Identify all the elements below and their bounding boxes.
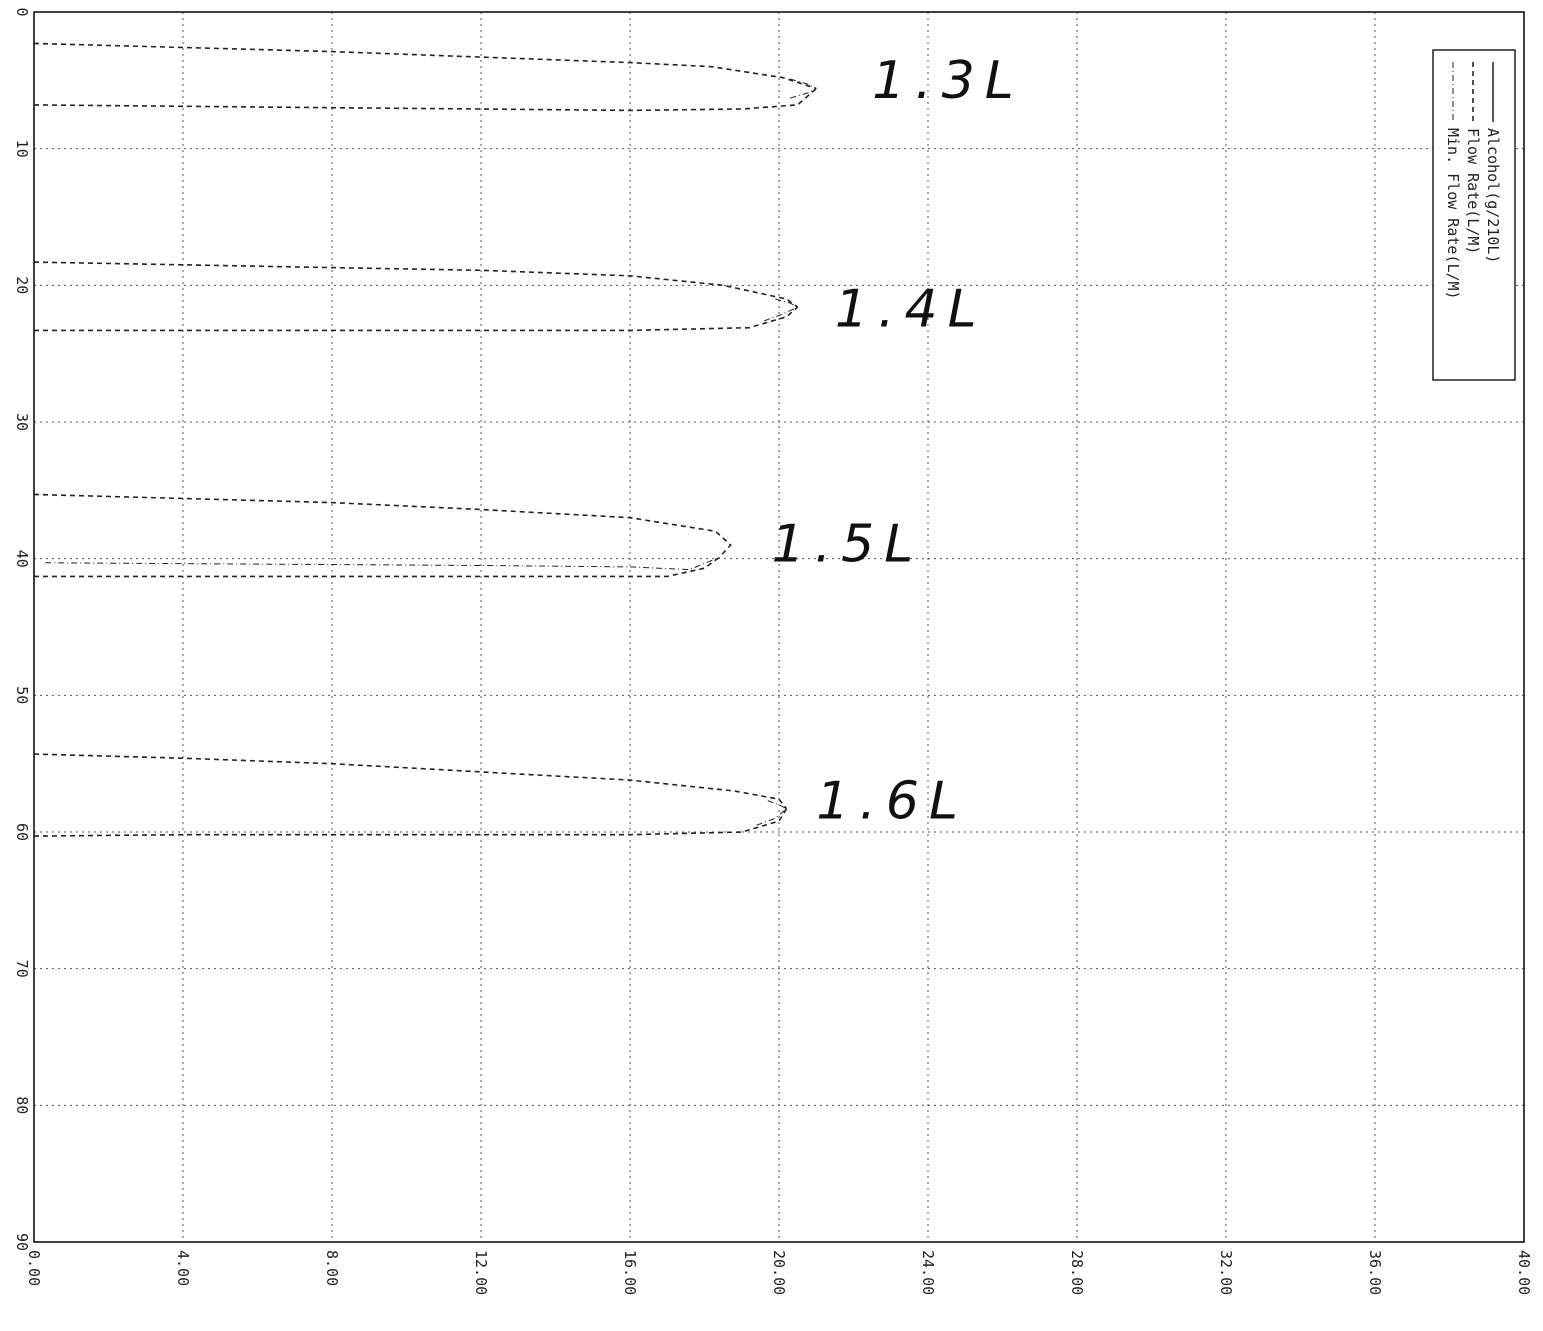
series-line-flow-rate-l-m--4-upper — [33, 753, 788, 810]
x-tick-label: 32.00 — [1217, 1250, 1235, 1295]
y-tick-label: 80 — [13, 1096, 31, 1114]
plot-frame — [33, 11, 1525, 1243]
series-line-flow-rate-l-m--4-lower — [33, 808, 788, 837]
legend-label: Flow Rate(L/M) — [1464, 128, 1482, 254]
chart-series — [33, 42, 817, 837]
x-tick-label: 20.00 — [770, 1250, 788, 1295]
annotation-label: 1.5L — [772, 514, 924, 574]
x-tick-label: 16.00 — [621, 1250, 639, 1295]
series-line-min-flow-rate-l-m--2-lower — [763, 306, 798, 322]
series-line-flow-rate-l-m--1-upper — [33, 42, 817, 90]
x-tick-label: 24.00 — [919, 1250, 937, 1295]
series-line-flow-rate-l-m--3-upper — [33, 493, 732, 558]
legend-box — [1432, 49, 1516, 381]
series-line-min-flow-rate-l-m--4-lower — [756, 808, 787, 826]
x-tick-label: 28.00 — [1068, 1250, 1086, 1295]
legend-label: Alcohol(g/210L) — [1484, 128, 1502, 263]
annotation-label: 1.4L — [835, 279, 987, 339]
legend-label: Min. Flow Rate(L/M) — [1444, 128, 1462, 300]
x-tick-label: 36.00 — [1366, 1250, 1384, 1295]
series-line-min-flow-rate-l-m--4-upper — [767, 800, 787, 810]
y-tick-label: 20 — [13, 276, 31, 294]
x-tick-label: 4.00 — [174, 1250, 192, 1286]
y-tick-label: 90 — [13, 1233, 31, 1251]
x-tick-label: 8.00 — [323, 1250, 341, 1286]
x-axis-ticks: 0.00 4.00 8.00 12.00 16.00 20.00 24.00 28.00 32.… — [25, 1250, 1533, 1295]
series-line-flow-rate-l-m--2-upper — [33, 261, 799, 308]
y-tick-label: 10 — [13, 140, 31, 158]
x-tick-label: 12.00 — [472, 1250, 490, 1295]
y-tick-label: 50 — [13, 686, 31, 704]
x-tick-label: 0.00 — [25, 1250, 43, 1286]
series-line-flow-rate-l-m--3-lower — [34, 556, 720, 578]
handwritten-annotations: 1.3L 1.4L 1.5L 1.6L — [772, 51, 1024, 831]
legend: Alcohol(g/210L)Flow Rate(L/M)Min. Flow R… — [1432, 49, 1516, 381]
y-axis-ticks: 0 10 20 30 40 50 60 70 80 90 — [13, 7, 31, 1251]
series-line-min-flow-rate-l-m--1-upper — [790, 78, 817, 89]
series-line-min-flow-rate-l-m--2-upper — [775, 298, 798, 308]
annotation-label: 1.3L — [872, 51, 1024, 111]
series-line-flow-rate-l-m--1-lower — [33, 87, 817, 112]
series-line-min-flow-rate-l-m--3-upper — [45, 556, 720, 571]
y-tick-label: 0 — [13, 7, 31, 16]
annotation-label: 1.6L — [816, 771, 968, 831]
series-line-flow-rate-l-m--2-lower — [34, 306, 799, 332]
y-tick-label: 30 — [13, 413, 31, 431]
y-tick-label: 60 — [13, 823, 31, 841]
series-line-min-flow-rate-l-m--1-lower — [790, 88, 817, 99]
y-tick-label: 40 — [13, 550, 31, 568]
grid-lines — [34, 12, 1524, 1242]
x-tick-label: 40.00 — [1515, 1250, 1533, 1295]
y-tick-label: 70 — [13, 960, 31, 978]
